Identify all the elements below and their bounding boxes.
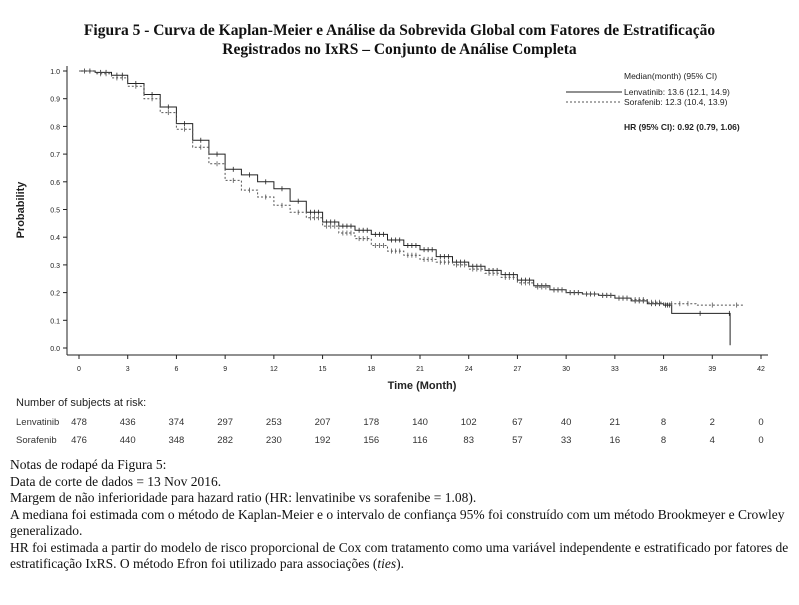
- risk-count: 192: [314, 435, 331, 446]
- y-tick-label: 0.2: [50, 291, 60, 298]
- footnote-median: A mediana foi estimada com o método de K…: [10, 506, 785, 539]
- risk-count: 116: [412, 435, 428, 446]
- x-tick-label: 39: [708, 366, 716, 373]
- risk-count: 297: [217, 417, 234, 428]
- x-tick-label: 6: [174, 366, 178, 373]
- risk-count: 140: [412, 417, 428, 428]
- km-curve-sorafenib: [79, 70, 745, 306]
- risk-count: 33: [560, 435, 572, 446]
- risk-count: 374: [168, 417, 185, 428]
- legend-label-sorafenib: Sorafenib: 12.3 (10.4, 13.9): [624, 97, 728, 107]
- x-tick-label: 15: [319, 366, 327, 373]
- x-tick-label: 12: [270, 366, 278, 373]
- y-tick-label: 0.1: [50, 318, 60, 325]
- x-tick-label: 36: [660, 366, 668, 373]
- risk-count: 282: [217, 435, 234, 446]
- hazard-ratio-label: HR (95% CI): 0.92 (0.79, 1.06): [624, 122, 740, 132]
- censor-marks: [84, 68, 738, 316]
- x-tick-label: 33: [611, 366, 619, 373]
- y-tick-label: 0.3: [50, 263, 60, 270]
- y-tick-label: 0.8: [50, 124, 60, 131]
- x-tick-label: 18: [367, 366, 375, 373]
- risk-count: 178: [363, 417, 380, 428]
- risk-count: 67: [512, 417, 523, 428]
- x-tick-label: 27: [514, 366, 522, 373]
- x-tick-label: 9: [223, 366, 227, 373]
- x-tick-label: 30: [562, 366, 570, 373]
- x-tick-label: 42: [757, 366, 765, 373]
- x-tick-label: 21: [416, 366, 424, 373]
- figure-subtitle: Registrados no IxRS – Conjunto de Anális…: [222, 41, 577, 58]
- risk-count: 478: [71, 417, 87, 428]
- y-tick-label: 0.6: [50, 180, 60, 187]
- y-tick-label: 0.7: [50, 152, 60, 159]
- footnote-ties: ties: [377, 556, 397, 571]
- risk-row-label: Sorafenib: [16, 435, 57, 446]
- risk-count: 2: [709, 417, 715, 428]
- y-tick-label: 0.4: [50, 235, 60, 242]
- km-chart: 0.00.10.20.30.40.50.60.70.80.91.00 3 6 9 12 1…: [15, 66, 768, 392]
- x-axis-label: Time (Month): [388, 380, 457, 392]
- risk-count: 0: [758, 435, 764, 446]
- footnote-hr-text: HR foi estimada a partir do modelo de ri…: [10, 539, 789, 572]
- x-tick-label: 0: [77, 366, 81, 373]
- risk-table-heading: Number of subjects at risk:: [16, 397, 147, 409]
- y-tick-label: 0.5: [50, 208, 60, 215]
- risk-count: 156: [363, 435, 380, 446]
- y-tick-label: 0.9: [50, 97, 60, 104]
- risk-count: 207: [314, 417, 331, 428]
- risk-count: 40: [560, 417, 572, 428]
- x-tick-label: 3: [126, 366, 130, 373]
- risk-count: 21: [609, 417, 621, 428]
- chart-curves: [79, 70, 745, 346]
- figure-title: Figura 5 - Curva de Kaplan-Meier e Análi…: [83, 22, 716, 39]
- footnote-hr: HR foi estimada a partir do modelo de ri…: [10, 540, 795, 573]
- risk-count: 16: [609, 435, 621, 446]
- risk-count: 4: [709, 435, 715, 446]
- risk-count: 102: [460, 417, 477, 428]
- footnotes: Notas de rodapé da Figura 5: Data de cor…: [10, 457, 795, 573]
- chart-axes: 0.00.10.20.30.40.50.60.70.80.91.00 3 6 9 12 1…: [50, 66, 768, 373]
- x-tick-label: 24: [465, 366, 473, 373]
- legend-header: Median(month) (95% CI): [624, 71, 717, 81]
- y-tick-label: 1.0: [50, 69, 60, 76]
- footnote-heading: Notas de rodapé da Figura 5:: [10, 457, 167, 472]
- risk-count: 436: [119, 417, 136, 428]
- y-tick-label: 0.0: [50, 346, 60, 353]
- y-axis-label: Probability: [15, 181, 27, 239]
- footnote-cutoff-date: Data de corte de dados = 13 Nov 2016.: [10, 473, 222, 489]
- risk-count: 8: [660, 417, 667, 428]
- risk-count: 57: [512, 435, 523, 446]
- risk-row-label: Lenvatinib: [16, 417, 60, 428]
- risk-count: 83: [463, 435, 474, 446]
- risk-count: 0: [758, 417, 764, 428]
- footnote-tail: ).: [396, 556, 404, 571]
- risk-count: 440: [119, 435, 136, 446]
- risk-count: 253: [265, 417, 282, 428]
- risk-row-sorafenib: Sorafenib 476 440 348 282 230 192 156 116 83 57 33…: [0, 435, 799, 449]
- km-curve-lenvatinib: [79, 70, 731, 346]
- risk-row-lenvatinib: Lenvatinib 478 436 374 297 253 207 178 140 102 67…: [0, 417, 799, 431]
- risk-count: 476: [71, 435, 87, 446]
- footnote-margin: Margem de não inferioridade para hazard …: [10, 490, 477, 505]
- legend-label-lenvatinib: Lenvatinib: 13.6 (12.1, 14.9): [624, 87, 730, 97]
- risk-count: 230: [265, 435, 282, 446]
- risk-count: 348: [168, 435, 185, 446]
- chart-legend: Median(month) (95% CI) Lenvatinib: 13.6 …: [566, 71, 740, 132]
- risk-count: 8: [660, 435, 667, 446]
